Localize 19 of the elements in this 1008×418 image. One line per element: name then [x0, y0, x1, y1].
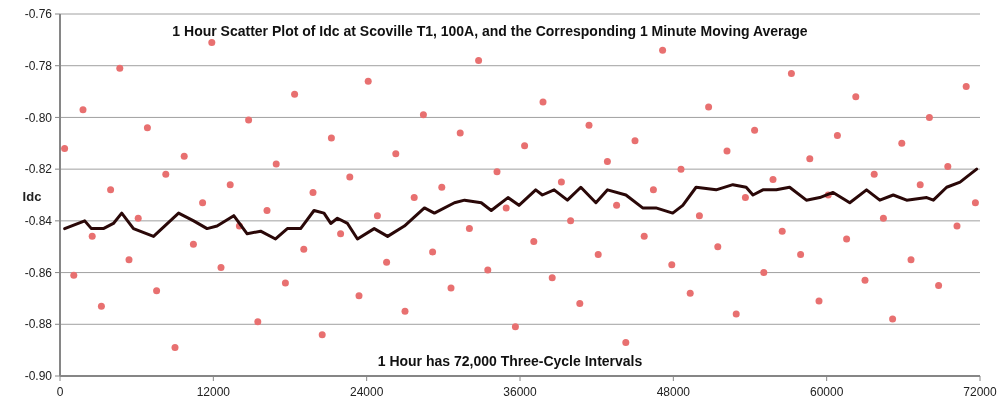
line-series [63, 167, 979, 241]
y-tick-label: -0.84 [24, 214, 53, 229]
x-tick-label: 24000 [349, 385, 384, 399]
y-tick-label: -0.88 [24, 317, 53, 332]
x-tick-label: 12000 [196, 385, 231, 399]
y-tick-label: -0.76 [24, 7, 53, 22]
y-tick-label: -0.82 [24, 162, 53, 177]
annotation: 1 Hour has 72,000 Three-Cycle Intervals [377, 353, 643, 369]
text: 1 Hour Scatter Plot of Idc at Scoville T1, 100A, and the Corresponding 1 Minute Moving Average [172, 23, 808, 39]
y-tick-label: -0.80 [24, 110, 53, 125]
y-tick-label: -0.90 [24, 369, 53, 384]
x-tick-label: 48000 [656, 385, 691, 399]
x-tick-label: 72000 [963, 385, 998, 399]
x-tick-label: 0 [56, 385, 64, 399]
y-tick-label: -0.86 [24, 265, 53, 280]
x-tick-label: 36000 [503, 385, 538, 399]
y-tick-label: -0.78 [24, 58, 53, 73]
y-axis-title: Idc [22, 189, 42, 204]
x-tick-label: 60000 [809, 385, 844, 399]
